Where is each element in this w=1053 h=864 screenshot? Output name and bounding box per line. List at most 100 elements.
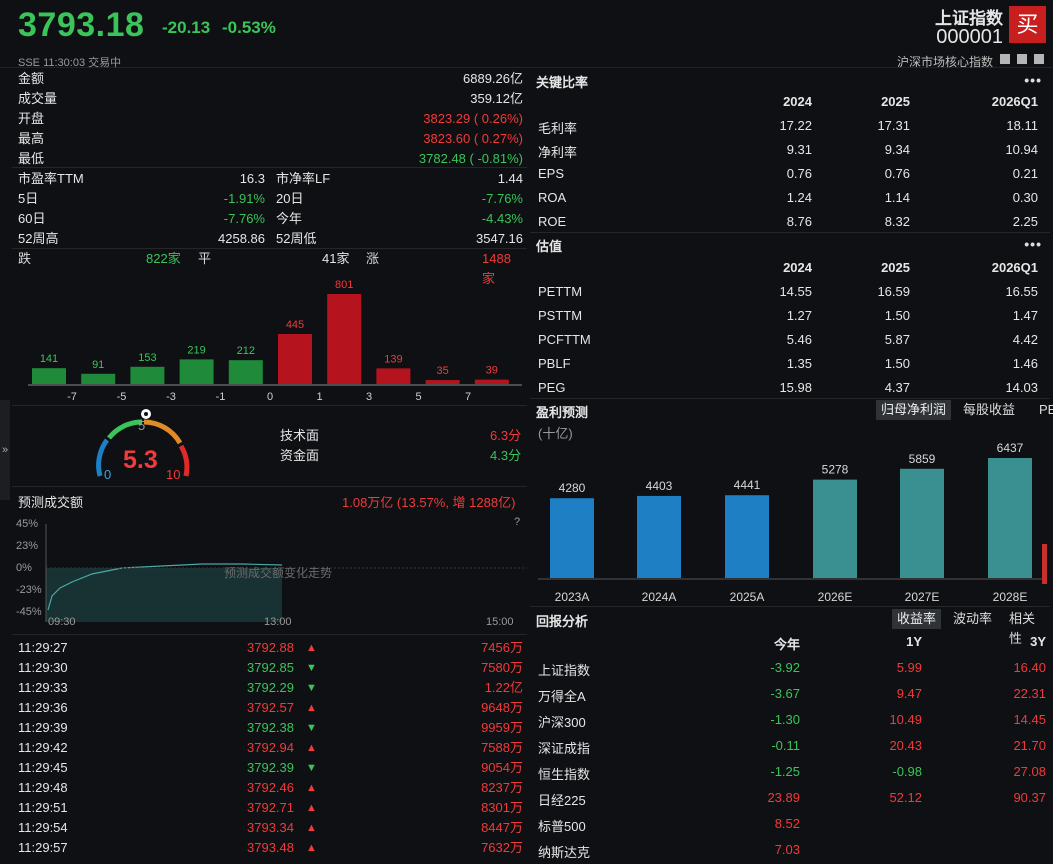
distribution-bar-label: 91: [92, 359, 104, 371]
returns-tab[interactable]: 收益率: [892, 609, 942, 629]
help-icon[interactable]: ?: [514, 516, 521, 528]
trade-price: 3793.48: [247, 840, 294, 855]
earnings-category-label: 2027E: [905, 590, 940, 604]
quote-value: 3782.48 ( -0.81%): [418, 151, 523, 166]
trade-time: 11:29:30: [18, 660, 68, 675]
returns-tab[interactable]: 相关性: [1009, 611, 1036, 646]
ratios-more-button[interactable]: •••: [1024, 72, 1042, 88]
trade-row: 11:29:42 3792.94 ▲ 7588万: [18, 738, 523, 758]
index-name: 上证指数: [935, 9, 1003, 28]
earnings-tab[interactable]: 归母净利润: [876, 400, 952, 420]
stat-label: 60日: [18, 211, 46, 226]
distribution-bar: [179, 359, 214, 384]
trade-volume: 8447万: [481, 820, 523, 835]
up-label: 涨: [366, 251, 380, 266]
right-panel: 关键比率 ••• 2024 2025 2026Q1 毛利率 17.22 17.31 18.1…: [530, 68, 1053, 864]
market-selector[interactable]: 沪深市场核心指数: [896, 55, 993, 69]
earnings-bar: [725, 495, 769, 578]
divider: [530, 398, 1050, 399]
earnings-tab[interactable]: PE: [1039, 402, 1053, 417]
bell-icon: [1017, 54, 1027, 64]
returns-label: 标普500: [538, 819, 586, 834]
distribution-tick-label: -3: [166, 391, 176, 403]
distribution-bar: [278, 334, 312, 384]
arrow-up-icon: ▲: [306, 642, 317, 654]
distribution-tick-label: -1: [216, 391, 226, 403]
quote-row: 开盘 3823.29 ( 0.26%): [18, 109, 523, 129]
quote-label: 金额: [18, 71, 45, 86]
ratio-value: 2.25: [1012, 214, 1038, 229]
fund-value: 4.3分: [490, 448, 522, 463]
divider: [530, 232, 1050, 233]
trade-price: 3792.46: [247, 780, 294, 795]
trade-price: 3792.38: [247, 720, 294, 735]
divider: [12, 405, 527, 406]
trade-row: 11:29:45 3792.39 ▼ 9054万: [18, 758, 523, 778]
trade-price: 3792.29: [247, 680, 294, 695]
trade-row: 11:29:30 3792.85 ▼ 7580万: [18, 658, 523, 678]
returns-label: 万得全A: [538, 689, 586, 704]
down-count: 822家: [146, 251, 181, 266]
ratio-label: 净利率: [538, 145, 578, 160]
earnings-category-label: 2026E: [818, 590, 853, 604]
trade-time: 11:29:48: [18, 780, 68, 795]
arrow-up-icon: ▲: [306, 702, 317, 714]
gauge-max-label: 10: [166, 467, 181, 482]
earnings-bar-label: 5859: [909, 452, 936, 466]
score-gauge: [96, 409, 190, 477]
forecast-title: 预测成交额: [18, 495, 84, 510]
earnings-category-label: 2028E: [993, 590, 1028, 604]
earnings-unit: (十亿): [538, 426, 573, 441]
breadth-row: 跌 822家 平 41家 涨 1488家: [18, 249, 523, 286]
arrow-down-icon: ▼: [306, 682, 317, 694]
distribution-tick-label: 5: [415, 391, 421, 403]
earnings-bar-label: 4403: [646, 479, 673, 493]
distribution-tick-label: 3: [366, 391, 372, 403]
earnings-forecast-chart: 4280 2023A 4403 2024A 4441 2025A 5278 2026E 5859…: [538, 441, 1042, 604]
returns-tab[interactable]: 波动率: [953, 611, 993, 626]
returns-title: 回报分析: [536, 614, 589, 629]
returns-value: -1.30: [770, 712, 800, 727]
header-tool-icons[interactable]: [1000, 53, 1050, 66]
collapse-sidebar-button[interactable]: »: [0, 400, 10, 500]
distribution-bar: [425, 380, 460, 384]
gauge-value: 5.3: [123, 446, 158, 474]
earnings-tab[interactable]: 每股收益: [963, 402, 1016, 417]
distribution-bar-label: 219: [187, 344, 205, 356]
ratio-value: 1.24: [786, 190, 812, 205]
returns-value: 5.99: [896, 660, 922, 675]
valuation-more-button[interactable]: •••: [1024, 236, 1042, 252]
ratio-value: 5.87: [884, 332, 910, 347]
ratio-label: 毛利率: [538, 121, 578, 136]
buy-button[interactable]: 买: [1009, 6, 1046, 43]
quote-row: 最低 3782.48 ( -0.81%): [18, 149, 523, 169]
stat-value: 4258.86: [218, 231, 265, 246]
returns-value: 14.45: [1013, 712, 1046, 727]
arrow-up-icon: ▲: [306, 782, 317, 794]
stat-value: 16.3: [239, 171, 265, 186]
arrow-up-icon: ▲: [306, 742, 317, 754]
quote-label: 成交量: [18, 91, 58, 106]
returns-value: 27.08: [1013, 764, 1046, 779]
arrow-down-icon: ▼: [306, 722, 317, 734]
distribution-bar: [376, 368, 411, 384]
ratio-value: 1.50: [884, 308, 910, 323]
trade-price: 3793.34: [247, 820, 294, 835]
ratio-label: PCFTTM: [538, 332, 591, 347]
distribution-bar-label: 801: [335, 279, 353, 291]
returns-value: 23.89: [767, 790, 800, 805]
ratio-value: 18.11: [1006, 118, 1038, 133]
column-header: 2024: [783, 94, 812, 109]
scrollbar-thumb[interactable]: [1042, 544, 1047, 584]
trade-row: 11:29:51 3792.71 ▲ 8301万: [18, 798, 523, 818]
gauge-arc-mid: [107, 419, 143, 440]
forecast-x-tick: 15:00: [486, 616, 514, 628]
ratio-value: 5.46: [786, 332, 812, 347]
arrow-up-icon: ▲: [306, 822, 317, 834]
returns-value: -3.67: [770, 686, 800, 701]
quote-row: 最高 3823.60 ( 0.27%): [18, 129, 523, 149]
trade-time: 11:29:42: [18, 740, 68, 755]
quote-value: 359.12亿: [470, 91, 523, 106]
earnings-bar: [637, 495, 681, 578]
returns-value: 7.03: [774, 842, 800, 857]
